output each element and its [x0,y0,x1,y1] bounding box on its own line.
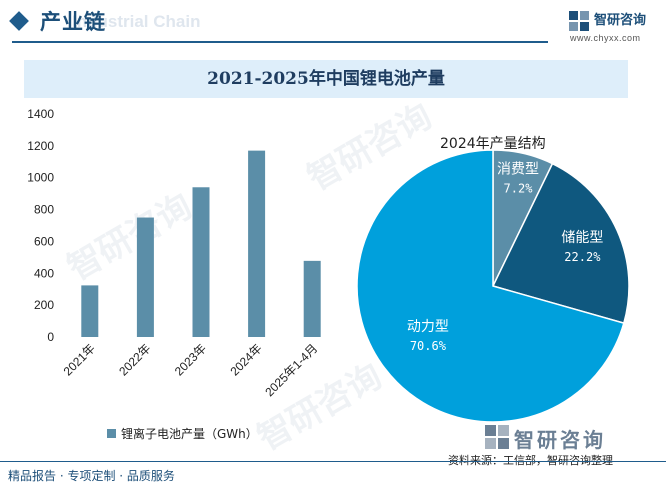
slice-label: 动力型 [407,319,449,335]
x-tick-label: 2023年 [172,341,209,378]
y-tick-label: 1200 [27,139,54,153]
page-header: Industrial Chain 产业链 智研咨询 www.chyxx.com [0,0,666,46]
diamond-icon [9,11,29,31]
y-tick-label: 0 [47,330,54,344]
y-tick-label: 1400 [27,107,54,121]
x-tick-label: 2021年 [61,341,98,378]
y-tick-label: 800 [34,203,54,217]
slice-value: 7.2% [504,181,534,195]
pie-slice [491,162,630,325]
pie-title: 2024年产量结构 [440,136,546,152]
logo-name: 智研咨询 [594,13,647,28]
logo-icon [569,11,589,31]
y-tick-label: 600 [34,234,54,248]
chart-title: 2021-2025年中国锂电池产量 [207,69,445,89]
legend-label: 锂离子电池产量（GWh） [121,426,258,441]
chart-title-banner: 2021-2025年中国锂电池产量 [24,60,628,98]
header-ghost-text: Industrial Chain [72,12,201,31]
y-tick-label: 1000 [27,171,54,185]
bar [136,217,154,337]
legend-swatch [107,429,116,438]
slice-value: 22.2% [564,250,601,264]
brand-name: 智研咨询 [514,428,606,452]
x-tick-label: 2022年 [116,341,153,378]
bar [248,150,266,337]
brand-logo-icon [485,425,509,449]
y-tick-label: 200 [34,298,54,312]
slice-label: 储能型 [561,230,603,246]
bar-chart: 0 200 400 600 800 1000 1200 1400 2021年 2022年 2023年… [27,107,321,441]
source-note: 资料来源：工信部，智研咨询整理 [448,454,613,467]
bar [81,285,99,337]
slice-value: 70.6% [410,339,447,353]
bar [303,260,321,337]
header-divider [12,41,548,43]
y-tick-label: 400 [34,266,54,280]
pie-chart: 消费型 7.2% 储能型 22.2% 动力型 70.6% [356,149,630,423]
pie-slice [356,149,625,423]
footer-tagline: 精品报告 · 专项定制 · 品质服务 [8,469,175,483]
x-tick-label: 2024年 [227,341,264,378]
footer-divider [0,461,666,462]
x-tick-label: 2025年1-4月 [262,341,320,399]
page-title: 产业链 [40,10,106,34]
slice-label: 消费型 [497,161,539,177]
logo-url: www.chyxx.com [570,33,641,43]
bar [192,187,210,337]
